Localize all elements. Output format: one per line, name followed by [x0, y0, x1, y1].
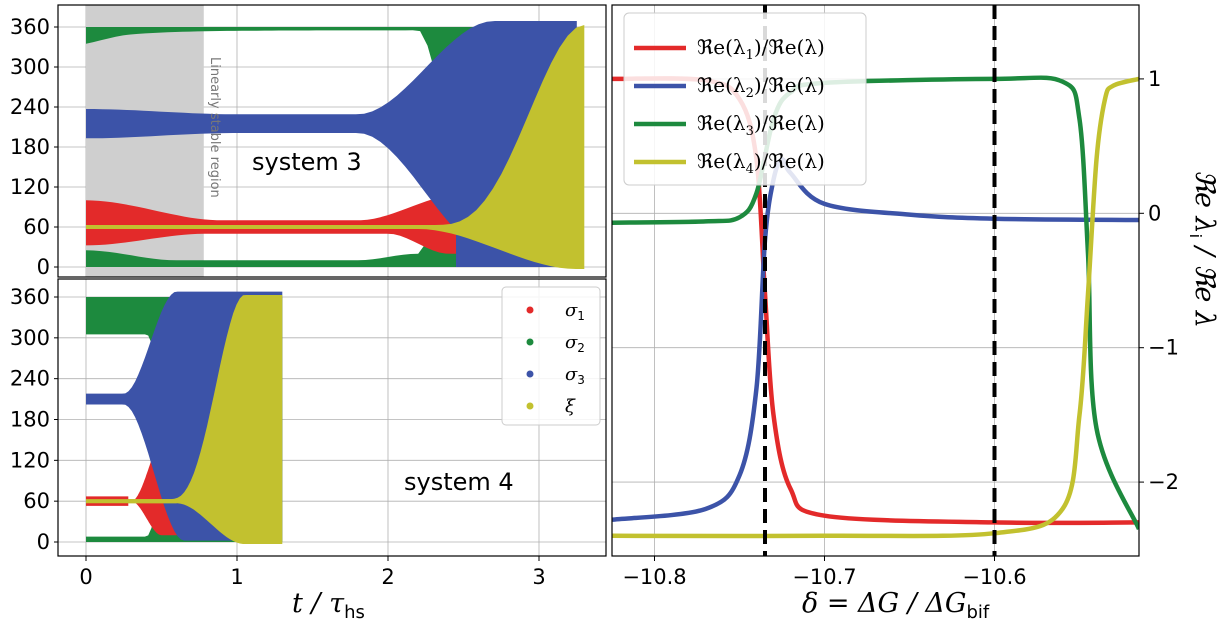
y-tick-label: 60 — [23, 489, 50, 513]
left-x-axis-label: t / τhs — [292, 588, 365, 623]
panel-system-3-frame — [57, 4, 607, 278]
y-tick-label: −1 — [1148, 336, 1179, 360]
x-tick-label: 1 — [230, 565, 243, 589]
y-tick-label: 240 — [10, 95, 50, 119]
y-tick-label: 360 — [10, 285, 50, 309]
shaded-region-label: Linearly stable region — [207, 57, 222, 198]
x-tick-label: −10.6 — [962, 565, 1026, 589]
x-tick-label: −10.7 — [792, 565, 856, 589]
panel-system-4-legend: σ1 σ2 σ3 ξ — [501, 286, 601, 426]
y-tick-label: 60 — [23, 215, 50, 239]
panel-system-4-data — [86, 291, 283, 544]
eigen-legend-label-4: ℜe(λ4)/ℜe(λ) — [697, 149, 825, 177]
right-axis-ticks: −10.8 −10.7 −10.6 1 0 −1 −2 — [622, 67, 1179, 589]
y-tick-label: 0 — [37, 530, 50, 554]
xi-band — [86, 25, 585, 269]
legend-label-xi: ξ — [565, 396, 576, 417]
x-tick-label: 3 — [532, 565, 545, 589]
panel-eigenvalues: ℜe(λ1)/ℜe(λ) ℜe(λ2)/ℜe(λ) ℜe(λ3)/ℜe(λ) ℜ… — [611, 4, 1140, 557]
sigma3-band — [86, 21, 577, 253]
legend-marker-sigma1 — [526, 306, 534, 314]
xi-band-sys4 — [86, 295, 283, 544]
y-tick-label: 360 — [10, 15, 50, 39]
eigenvalue-legend-box — [623, 12, 867, 186]
panel-system-4-frame — [57, 278, 607, 557]
x-tick-label: 0 — [79, 565, 92, 589]
legend-label-sigma3: σ3 — [565, 364, 585, 387]
y-tick-label: 120 — [10, 448, 50, 472]
y-tick-label: 300 — [10, 55, 50, 79]
sigma2-base-sys4 — [86, 539, 200, 542]
system-3-label: system 3 — [252, 148, 362, 176]
legend-box — [501, 286, 601, 426]
eigen-legend-label-2: ℜe(λ2)/ℜe(λ) — [697, 73, 825, 101]
y-tick-label: 240 — [10, 367, 50, 391]
eigen-series-line-4 — [612, 76, 1139, 539]
left-axis-ticks: 0 60 120 180 240 300 360 0 60 120 180 240 300 360 0 1 2 3 — [10, 15, 546, 589]
y-tick-label: −2 — [1148, 470, 1179, 494]
panel-system-4: system 4 σ1 σ2 σ3 ξ — [57, 278, 607, 557]
panel-eigenvalues-frame — [611, 4, 1140, 557]
legend-label-sigma1: σ1 — [565, 300, 585, 323]
panel-system-3-data — [86, 5, 585, 277]
x-tick-label: −10.8 — [622, 565, 686, 589]
right-y-axis-label: ℜe λi / ℜe λ — [1186, 170, 1220, 328]
sigma1-band — [86, 193, 479, 254]
legend-marker-sigma2 — [526, 338, 534, 346]
y-tick-label: 1 — [1148, 67, 1161, 91]
system-4-label: system 4 — [404, 468, 514, 496]
eigen-legend-label-1: ℜe(λ1)/ℜe(λ) — [697, 35, 825, 63]
eigenvalue-legend: ℜe(λ1)/ℜe(λ) ℜe(λ2)/ℜe(λ) ℜe(λ3)/ℜe(λ) ℜ… — [623, 12, 867, 186]
xi-start-sys4 — [86, 499, 177, 504]
y-tick-label: 300 — [10, 326, 50, 350]
y-tick-label: 180 — [10, 135, 50, 159]
y-tick-label: 0 — [1148, 201, 1161, 225]
y-tick-label: 180 — [10, 408, 50, 432]
eigen-legend-label-3: ℜe(λ3)/ℜe(λ) — [697, 111, 825, 139]
legend-label-sigma2: σ2 — [565, 332, 585, 355]
right-x-axis-label: δ = ΔG / ΔGbif — [802, 588, 990, 623]
legend-marker-sigma3 — [526, 370, 534, 378]
y-tick-label: 120 — [10, 175, 50, 199]
panel-system-3: Linearly stable region system 3 — [57, 4, 607, 278]
x-tick-label: 2 — [381, 565, 394, 589]
y-tick-label: 0 — [37, 255, 50, 279]
legend-marker-xi — [526, 402, 534, 410]
